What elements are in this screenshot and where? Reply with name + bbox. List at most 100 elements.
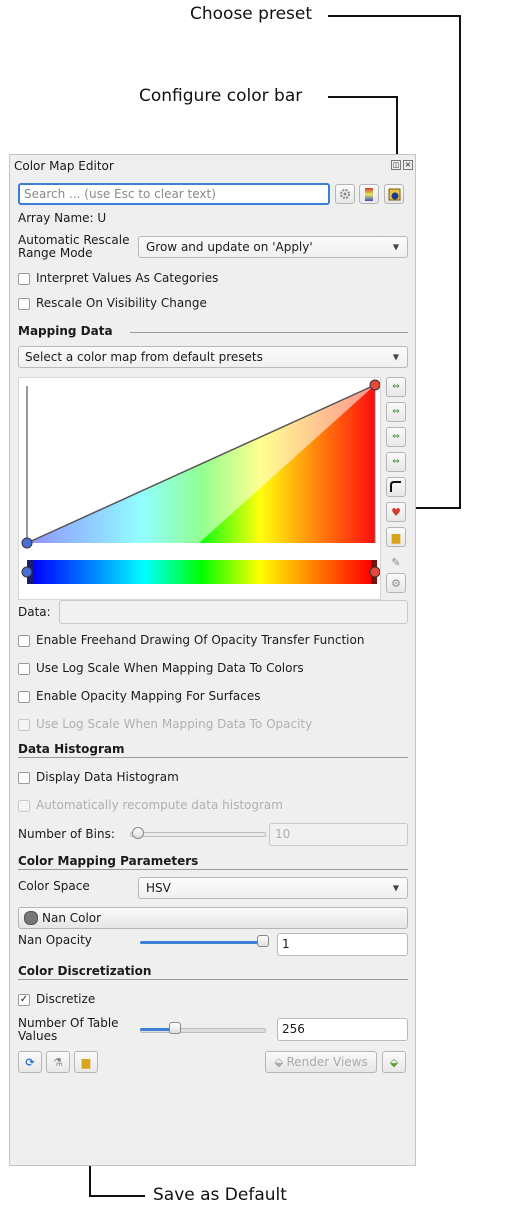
nan-opacity-input[interactable]: 1 xyxy=(277,933,408,956)
table-values-slider-handle[interactable] xyxy=(169,1022,181,1034)
annotation-line xyxy=(396,96,398,196)
divider xyxy=(18,757,408,758)
color-params-heading: Color Mapping Parameters xyxy=(18,854,199,868)
nan-opacity-slider-handle[interactable] xyxy=(257,935,269,947)
rescale-once-icon: ⇔ xyxy=(392,432,400,442)
invert-button[interactable] xyxy=(386,477,406,497)
search-input[interactable]: Search ... (use Esc to clear text) xyxy=(18,183,330,205)
color-space-label: Color Space xyxy=(18,879,90,893)
nan-opacity-slider[interactable] xyxy=(140,941,264,944)
discretize-checkbox[interactable]: ✓ xyxy=(18,994,30,1006)
annotation-line xyxy=(328,15,460,17)
rescale-visibility-label: Rescale On Visibility Change xyxy=(36,296,207,310)
auto-apply-icon: ⬙ xyxy=(389,1055,399,1069)
configure-color-bar-button[interactable] xyxy=(359,184,379,204)
display-histogram-checkbox[interactable] xyxy=(18,772,30,784)
save-preset-button[interactable]: ▆ xyxy=(386,527,406,547)
edit-color-legend-button[interactable]: ✎ xyxy=(386,552,406,572)
render-views-button[interactable]: ⬙ Render Views xyxy=(265,1051,377,1073)
freehand-label: Enable Freehand Drawing Of Opacity Trans… xyxy=(36,633,365,647)
advanced-settings-button[interactable]: ⚙ xyxy=(386,573,406,593)
log-opacity-label: Use Log Scale When Mapping Data To Opaci… xyxy=(36,717,313,731)
rescale-range-button[interactable]: ⇔ xyxy=(386,377,406,397)
choose-preset-button[interactable] xyxy=(384,184,404,204)
discretize-label: Discretize xyxy=(36,992,96,1006)
rescale-visibility-checkbox[interactable] xyxy=(18,298,30,310)
invert-icon xyxy=(390,481,401,492)
divider xyxy=(130,332,408,333)
rescale-custom-once-button[interactable]: ⇔ xyxy=(386,427,406,447)
transfer-function-editor[interactable] xyxy=(18,377,381,600)
interpret-categories-label: Interpret Values As Categories xyxy=(36,271,219,285)
table-values-input[interactable]: 256 xyxy=(277,1018,408,1041)
refresh-icon: ⟳ xyxy=(25,1055,35,1069)
undock-icon[interactable]: ◫ xyxy=(391,160,401,170)
opacity-surfaces-checkbox[interactable] xyxy=(18,691,30,703)
log-colors-label: Use Log Scale When Mapping Data To Color… xyxy=(36,661,304,675)
close-icon[interactable]: × xyxy=(403,160,413,170)
gear-icon xyxy=(340,189,350,199)
rescale-visible-icon: ⇔ xyxy=(392,457,400,467)
annotation-line xyxy=(459,15,461,509)
histogram-heading: Data Histogram xyxy=(18,742,125,756)
bins-slider-handle[interactable] xyxy=(132,827,144,839)
panel-title: Color Map Editor xyxy=(14,159,114,173)
opacity-curve xyxy=(26,384,376,544)
annotation-configure-color-bar: Configure color bar xyxy=(139,86,303,106)
chevron-down-icon: ▼ xyxy=(392,352,399,362)
preset-icon xyxy=(388,188,400,200)
rescale-custom-icon: ⇔ xyxy=(392,407,400,417)
control-point xyxy=(21,537,33,549)
bins-slider[interactable] xyxy=(130,832,266,837)
data-value-field[interactable] xyxy=(59,600,408,624)
preset-select[interactable]: Select a color map from default presets … xyxy=(18,346,408,368)
restore-defaults-button[interactable]: ⚗ xyxy=(46,1051,70,1073)
color-map-editor-panel: Color Map Editor ◫ × Search ... (use Esc… xyxy=(9,154,416,1166)
opacity-function-canvas xyxy=(21,379,381,584)
render-icon: ⬙ xyxy=(274,1055,284,1069)
freehand-checkbox[interactable] xyxy=(18,635,30,647)
log-colors-checkbox[interactable] xyxy=(18,663,30,675)
log-opacity-checkbox[interactable] xyxy=(18,719,30,731)
divider xyxy=(18,979,408,980)
rescale-visible-button[interactable]: ⇔ xyxy=(386,452,406,472)
folder-icon: ▆ xyxy=(391,530,401,544)
gear-icon: ⚙ xyxy=(391,576,401,590)
interpret-categories-checkbox[interactable] xyxy=(18,273,30,285)
gear-button[interactable] xyxy=(335,184,355,204)
bins-input[interactable]: 10 xyxy=(269,823,408,846)
rescale-custom-button[interactable]: ⇔ xyxy=(386,402,406,422)
auto-rescale-select[interactable]: Grow and update on 'Apply' ▼ xyxy=(138,236,408,258)
nan-opacity-label: Nan Opacity xyxy=(18,933,92,947)
divider xyxy=(18,869,408,870)
heart-folder-icon: ♥ xyxy=(391,505,401,519)
nan-color-swatch xyxy=(24,911,38,925)
rescale-icon: ⇔ xyxy=(392,382,400,392)
color-control-point xyxy=(369,566,381,578)
annotation-line xyxy=(398,507,461,509)
color-legend-icon: ✎ xyxy=(391,555,401,569)
auto-recompute-label: Automatically recompute data histogram xyxy=(36,798,283,812)
auto-recompute-checkbox[interactable] xyxy=(18,800,30,812)
restore-icon: ⚗ xyxy=(53,1055,63,1069)
nan-color-button[interactable]: Nan Color xyxy=(18,907,408,929)
save-folder-icon: ▆ xyxy=(81,1055,91,1069)
display-histogram-label: Display Data Histogram xyxy=(36,770,179,784)
auto-rescale-label: Automatic Rescale Range Mode xyxy=(18,233,130,260)
bins-label: Number of Bins: xyxy=(18,827,115,841)
color-ramp xyxy=(33,560,371,584)
annotation-choose-preset: Choose preset xyxy=(190,4,313,24)
color-bar-icon xyxy=(365,187,373,201)
choose-preset-heart-button[interactable]: ♥ xyxy=(386,502,406,522)
auto-apply-button[interactable]: ⬙ xyxy=(382,1051,406,1073)
annotation-line xyxy=(328,96,398,98)
chevron-down-icon: ▼ xyxy=(392,242,399,252)
color-space-select[interactable]: HSV ▼ xyxy=(138,877,408,899)
reset-button[interactable]: ⟳ xyxy=(18,1051,42,1073)
annotation-save-as-default: Save as Default xyxy=(153,1185,287,1205)
data-label: Data: xyxy=(18,605,51,619)
opacity-surfaces-label: Enable Opacity Mapping For Surfaces xyxy=(36,689,261,703)
discretization-heading: Color Discretization xyxy=(18,964,152,978)
save-as-default-button[interactable]: ▆ xyxy=(74,1051,98,1073)
mapping-data-heading: Mapping Data xyxy=(18,324,113,338)
